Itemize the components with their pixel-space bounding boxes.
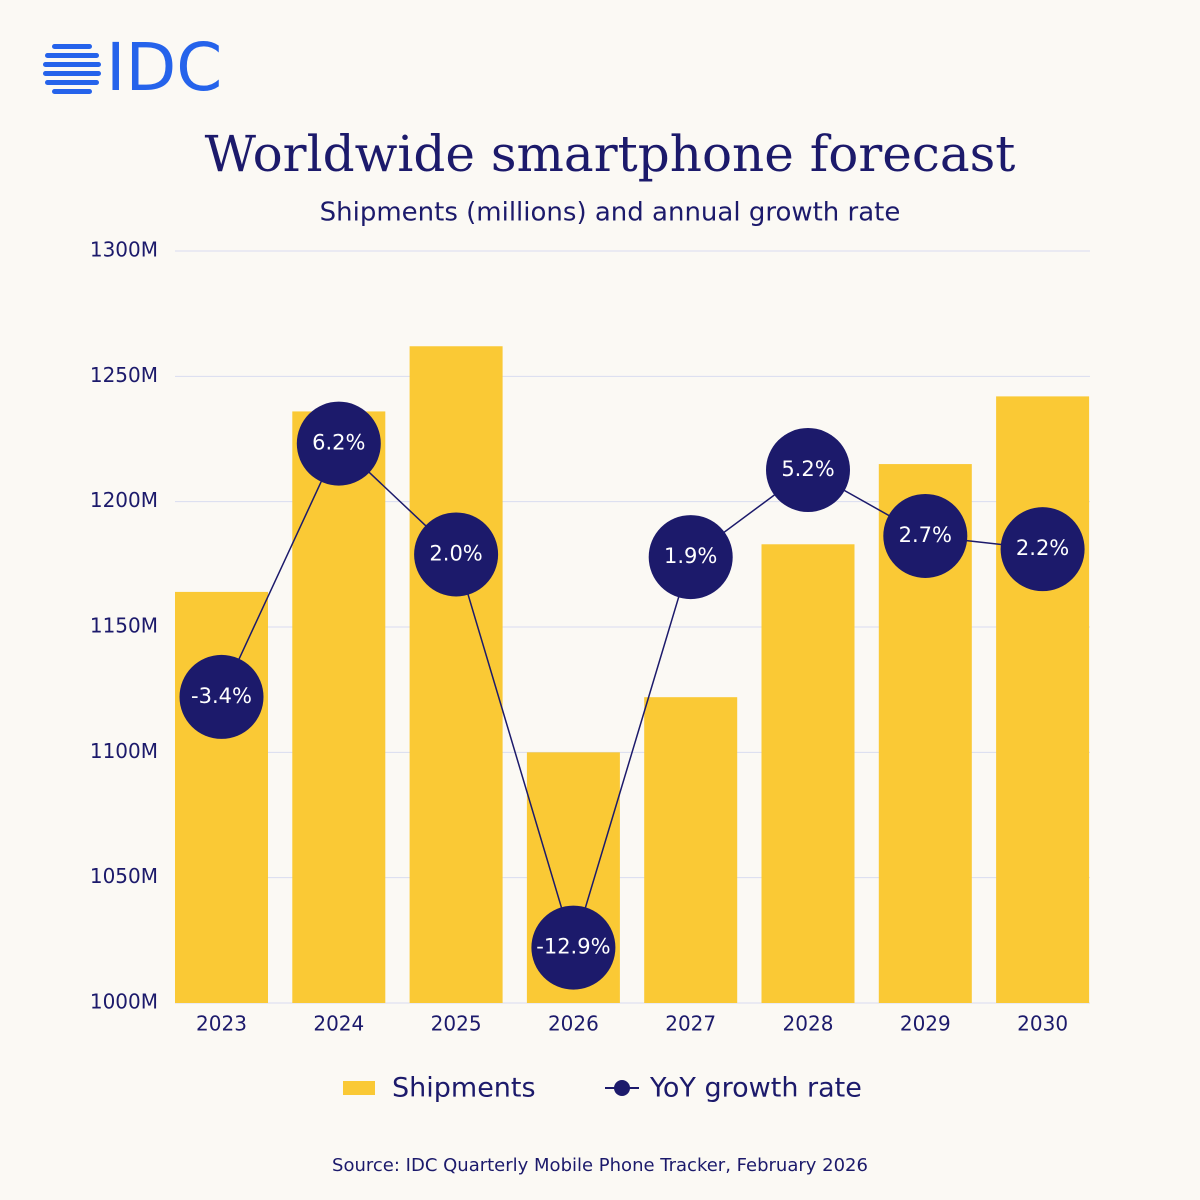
data-label: 1.9%: [664, 544, 717, 568]
point: [531, 905, 616, 990]
x-tick-label: 2023: [196, 1012, 247, 1036]
x-tick-label: 2030: [1017, 1012, 1068, 1036]
x-tick-label: 2026: [548, 1012, 599, 1036]
data-label: 2.0%: [429, 541, 482, 565]
bar: [409, 346, 503, 1004]
chart-title: Worldwide smartphone forecast: [205, 125, 1016, 183]
point: [296, 401, 381, 486]
x-tick-label: 2028: [783, 1012, 834, 1036]
data-label: -3.4%: [191, 684, 252, 708]
y-tick-label: 1050M: [90, 864, 158, 888]
point: [1000, 507, 1085, 592]
point: [766, 428, 850, 513]
x-tick-label: 2027: [665, 1012, 716, 1036]
y-tick-label: 1200M: [90, 488, 158, 512]
data-label: -12.9%: [536, 935, 610, 959]
source: Source: IDC Quarterly Mobile Phone Track…: [332, 1155, 868, 1176]
legend-label: Shipments: [392, 1073, 536, 1104]
legend-marker: [614, 1080, 630, 1096]
y-tick-label: 1000M: [90, 990, 158, 1014]
bar: [761, 544, 855, 1003]
x-tick-label: 2029: [900, 1012, 951, 1036]
bar: [996, 396, 1090, 1003]
bar: [644, 697, 738, 1003]
data-label: 6.2%: [312, 431, 365, 455]
x-tick-label: 2025: [431, 1012, 482, 1036]
y-tick-label: 1300M: [90, 238, 158, 262]
legend-label: YoY growth rate: [649, 1073, 862, 1104]
bar: [292, 411, 386, 1004]
y-tick-label: 1100M: [90, 739, 158, 763]
y-tick-label: 1250M: [90, 363, 158, 387]
data-label: 5.2%: [781, 457, 834, 481]
legend-swatch: [343, 1081, 375, 1095]
y-tick-label: 1150M: [90, 614, 158, 638]
data-label: 2.7%: [899, 523, 952, 547]
x-tick-label: 2024: [313, 1012, 364, 1036]
data-label: 2.2%: [1016, 536, 1069, 560]
point: [414, 512, 499, 597]
point: [179, 654, 264, 739]
chart-subtitle: Shipments (millions) and annual growth r…: [320, 198, 901, 228]
point: [648, 515, 733, 600]
bar: [175, 591, 268, 1003]
logo-icon: [43, 44, 101, 94]
logo-text: IDC: [106, 29, 222, 106]
point: [883, 493, 968, 578]
